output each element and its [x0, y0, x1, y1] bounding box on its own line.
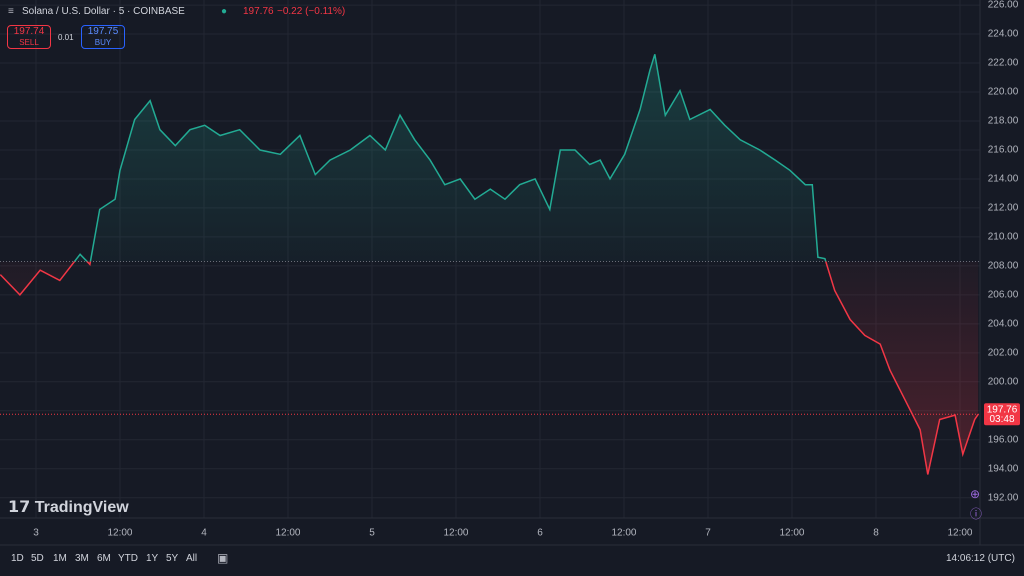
y-tick-label: 220.00	[988, 87, 1019, 98]
symbol-title[interactable]: Solana / U.S. Dollar · 5 · COINBASE	[22, 6, 185, 17]
header-price: 197.76	[243, 6, 274, 17]
countdown-label: 03:48	[989, 414, 1014, 425]
y-tick-label: 206.00	[988, 290, 1019, 301]
menu-icon[interactable]: ≡	[8, 6, 14, 17]
last-price-badge	[984, 403, 1020, 426]
x-tick-label: 12:00	[275, 528, 300, 539]
x-tick-label: 8	[873, 528, 879, 539]
clock: 14:06:12 (UTC)	[946, 553, 1015, 564]
date-range-icon[interactable]: ▣	[217, 551, 229, 565]
x-tick-label: 12:00	[107, 528, 132, 539]
buy-label: BUY	[94, 38, 112, 47]
y-tick-label: 218.00	[988, 116, 1019, 127]
y-tick-label: 202.00	[988, 347, 1019, 358]
x-tick-label: 5	[369, 528, 375, 539]
y-tick-label: 224.00	[988, 29, 1019, 40]
y-tick-label: 208.00	[988, 261, 1019, 272]
x-tick-label: 7	[705, 528, 711, 539]
buy-price: 197.75	[87, 26, 119, 37]
price-line	[0, 54, 979, 475]
range-button[interactable]: All	[186, 553, 198, 564]
range-button[interactable]: 5D	[31, 553, 44, 564]
y-tick-label: 204.00	[988, 318, 1019, 329]
sell-label: SELL	[19, 38, 39, 47]
x-tick-label: 3	[33, 528, 39, 539]
x-tick-label: 12:00	[779, 528, 804, 539]
sell-button[interactable]: 197.74 SELL	[7, 25, 51, 49]
range-button[interactable]: YTD	[118, 553, 138, 564]
last-price-label: 197.76	[987, 404, 1018, 415]
sell-price: 197.74	[13, 26, 45, 37]
range-button[interactable]: 3M	[75, 553, 89, 564]
range-button[interactable]: 1M	[53, 553, 67, 564]
header-change: −0.22 (−0.11%)	[277, 6, 346, 17]
x-tick-label: 12:00	[443, 528, 468, 539]
y-tick-label: 210.00	[988, 232, 1019, 243]
x-tick-label: 4	[201, 528, 207, 539]
x-tick-label: 6	[537, 528, 543, 539]
logo[interactable]: 𝟭𝟳 TradingView	[8, 497, 129, 517]
range-button[interactable]: 5Y	[166, 553, 179, 564]
buy-button[interactable]: 197.75 BUY	[81, 25, 125, 49]
add-alert-icon[interactable]: ⊕	[970, 487, 981, 501]
y-tick-label: 200.00	[988, 376, 1019, 387]
logo-text: TradingView	[34, 499, 129, 516]
status-dot: ●	[221, 6, 228, 17]
range-button[interactable]: 1Y	[146, 553, 159, 564]
y-tick-label: 192.00	[988, 492, 1019, 503]
y-tick-label: 214.00	[988, 174, 1019, 185]
y-tick-label: 226.00	[988, 0, 1019, 11]
y-tick-label: 216.00	[988, 145, 1019, 156]
logo-mark: 𝟭𝟳	[8, 499, 35, 516]
y-tick-label: 212.00	[988, 203, 1019, 214]
y-tick-label: 222.00	[988, 58, 1019, 69]
baseline-area	[0, 54, 979, 475]
lightning-icon[interactable]: ⓘ	[970, 507, 983, 521]
x-tick-label: 12:00	[947, 528, 972, 539]
range-button[interactable]: 1D	[11, 553, 24, 564]
y-tick-label: 194.00	[988, 463, 1019, 474]
range-button[interactable]: 6M	[97, 553, 111, 564]
spread: 0.01	[58, 33, 74, 42]
x-tick-label: 12:00	[611, 528, 636, 539]
y-tick-label: 196.00	[988, 434, 1019, 445]
